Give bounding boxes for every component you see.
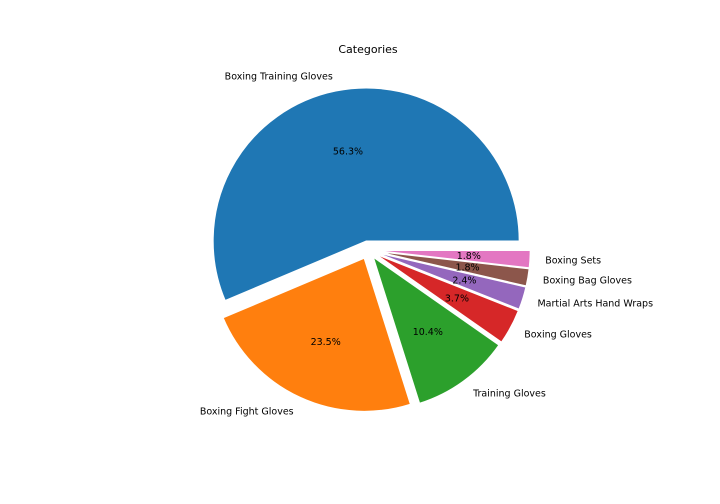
pie-pct-label-boxing-bag-gloves: 1.8%: [455, 263, 479, 274]
pie-category-label-martial-arts-hand-wraps: Martial Arts Hand Wraps: [537, 298, 653, 309]
pie-pct-label-boxing-sets: 1.8%: [457, 251, 481, 262]
pie-pct-label-boxing-training-gloves: 56.3%: [333, 147, 363, 158]
pie-pct-label-boxing-fight-gloves: 23.5%: [311, 337, 341, 348]
pie-slice-boxing-gloves: [375, 253, 519, 343]
pie-pct-label-training-gloves: 10.4%: [413, 327, 443, 338]
pie-category-label-training-gloves: Training Gloves: [472, 389, 546, 400]
pie-labels: 56.3% Boxing Training Gloves 23.5% Boxing F…: [200, 72, 653, 418]
pie-slices: [212, 87, 531, 412]
pie-category-label-boxing-gloves: Boxing Gloves: [524, 330, 592, 341]
pie-slice-boxing-sets: [377, 250, 531, 269]
chart-title: Categories: [338, 43, 398, 56]
pie-slice-martial-arts-hand-wraps: [376, 252, 527, 310]
pie-pct-label-martial-arts-hand-wraps: 2.4%: [452, 276, 476, 287]
pie-slice-boxing-fight-gloves: [222, 257, 411, 412]
pie-category-label-boxing-sets: Boxing Sets: [545, 256, 601, 267]
pie-slice-boxing-training-gloves: [212, 87, 520, 302]
pie-slice-training-gloves: [372, 256, 500, 404]
pie-slice-boxing-bag-gloves: [376, 251, 530, 287]
pie-category-label-boxing-fight-gloves: Boxing Fight Gloves: [200, 407, 294, 418]
pie-category-label-boxing-training-gloves: Boxing Training Gloves: [225, 72, 333, 83]
pie-category-label-boxing-bag-gloves: Boxing Bag Gloves: [543, 275, 632, 286]
pie-pct-label-boxing-gloves: 3.7%: [445, 293, 469, 304]
